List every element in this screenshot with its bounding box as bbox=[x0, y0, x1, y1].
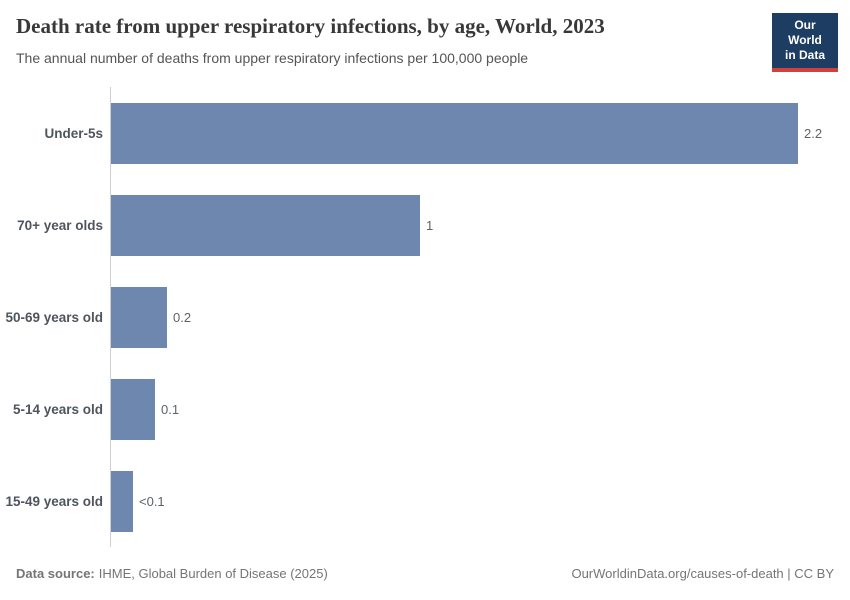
value-label: 2.2 bbox=[804, 125, 823, 141]
bar-rows: Under-5s 2.2 70+ year olds 1 50-69 years… bbox=[0, 87, 850, 547]
bar-row: 15-49 years old <0.1 bbox=[0, 455, 850, 547]
category-label: 70+ year olds bbox=[17, 217, 103, 233]
bar-row: 70+ year olds 1 bbox=[0, 179, 850, 271]
bar-row: 50-69 years old 0.2 bbox=[0, 271, 850, 363]
page-subtitle: The annual number of deaths from upper r… bbox=[16, 50, 529, 66]
bar[interactable] bbox=[111, 102, 798, 164]
data-source-label: Data source: bbox=[16, 566, 95, 581]
bar-area: <0.1 bbox=[111, 470, 165, 532]
bar-area: 0.2 bbox=[111, 286, 192, 348]
bar-row: Under-5s 2.2 bbox=[0, 87, 850, 179]
chart-footer: Data source: IHME, Global Burden of Disea… bbox=[16, 566, 834, 581]
category-label: Under-5s bbox=[44, 125, 103, 141]
bar[interactable] bbox=[111, 286, 167, 348]
value-label: 0.2 bbox=[173, 309, 192, 325]
owid-logo: Our World in Data bbox=[772, 13, 838, 72]
bar[interactable] bbox=[111, 378, 155, 440]
bar-area: 0.1 bbox=[111, 378, 180, 440]
bar-chart: Under-5s 2.2 70+ year olds 1 50-69 years… bbox=[0, 87, 850, 547]
page-title: Death rate from upper respiratory infect… bbox=[16, 14, 605, 38]
category-label: 5-14 years old bbox=[12, 401, 103, 417]
bar-row: 5-14 years old 0.1 bbox=[0, 363, 850, 455]
data-source: Data source: IHME, Global Burden of Disea… bbox=[16, 566, 328, 581]
attribution-link[interactable]: OurWorldinData.org/causes-of-death | CC … bbox=[571, 566, 834, 581]
logo-line-1: Our World bbox=[788, 18, 822, 47]
value-label: <0.1 bbox=[139, 493, 165, 509]
logo-line-2: in Data bbox=[784, 48, 825, 62]
value-label: 0.1 bbox=[161, 401, 180, 417]
bar-area: 2.2 bbox=[111, 102, 823, 164]
bar-area: 1 bbox=[111, 194, 434, 256]
bar[interactable] bbox=[111, 470, 133, 532]
data-source-text: IHME, Global Burden of Disease (2025) bbox=[98, 566, 328, 581]
value-label: 1 bbox=[426, 217, 434, 233]
y-axis-line bbox=[110, 87, 111, 547]
category-label: 50-69 years old bbox=[5, 309, 103, 325]
category-label: 15-49 years old bbox=[5, 493, 103, 509]
bar[interactable] bbox=[111, 194, 420, 256]
